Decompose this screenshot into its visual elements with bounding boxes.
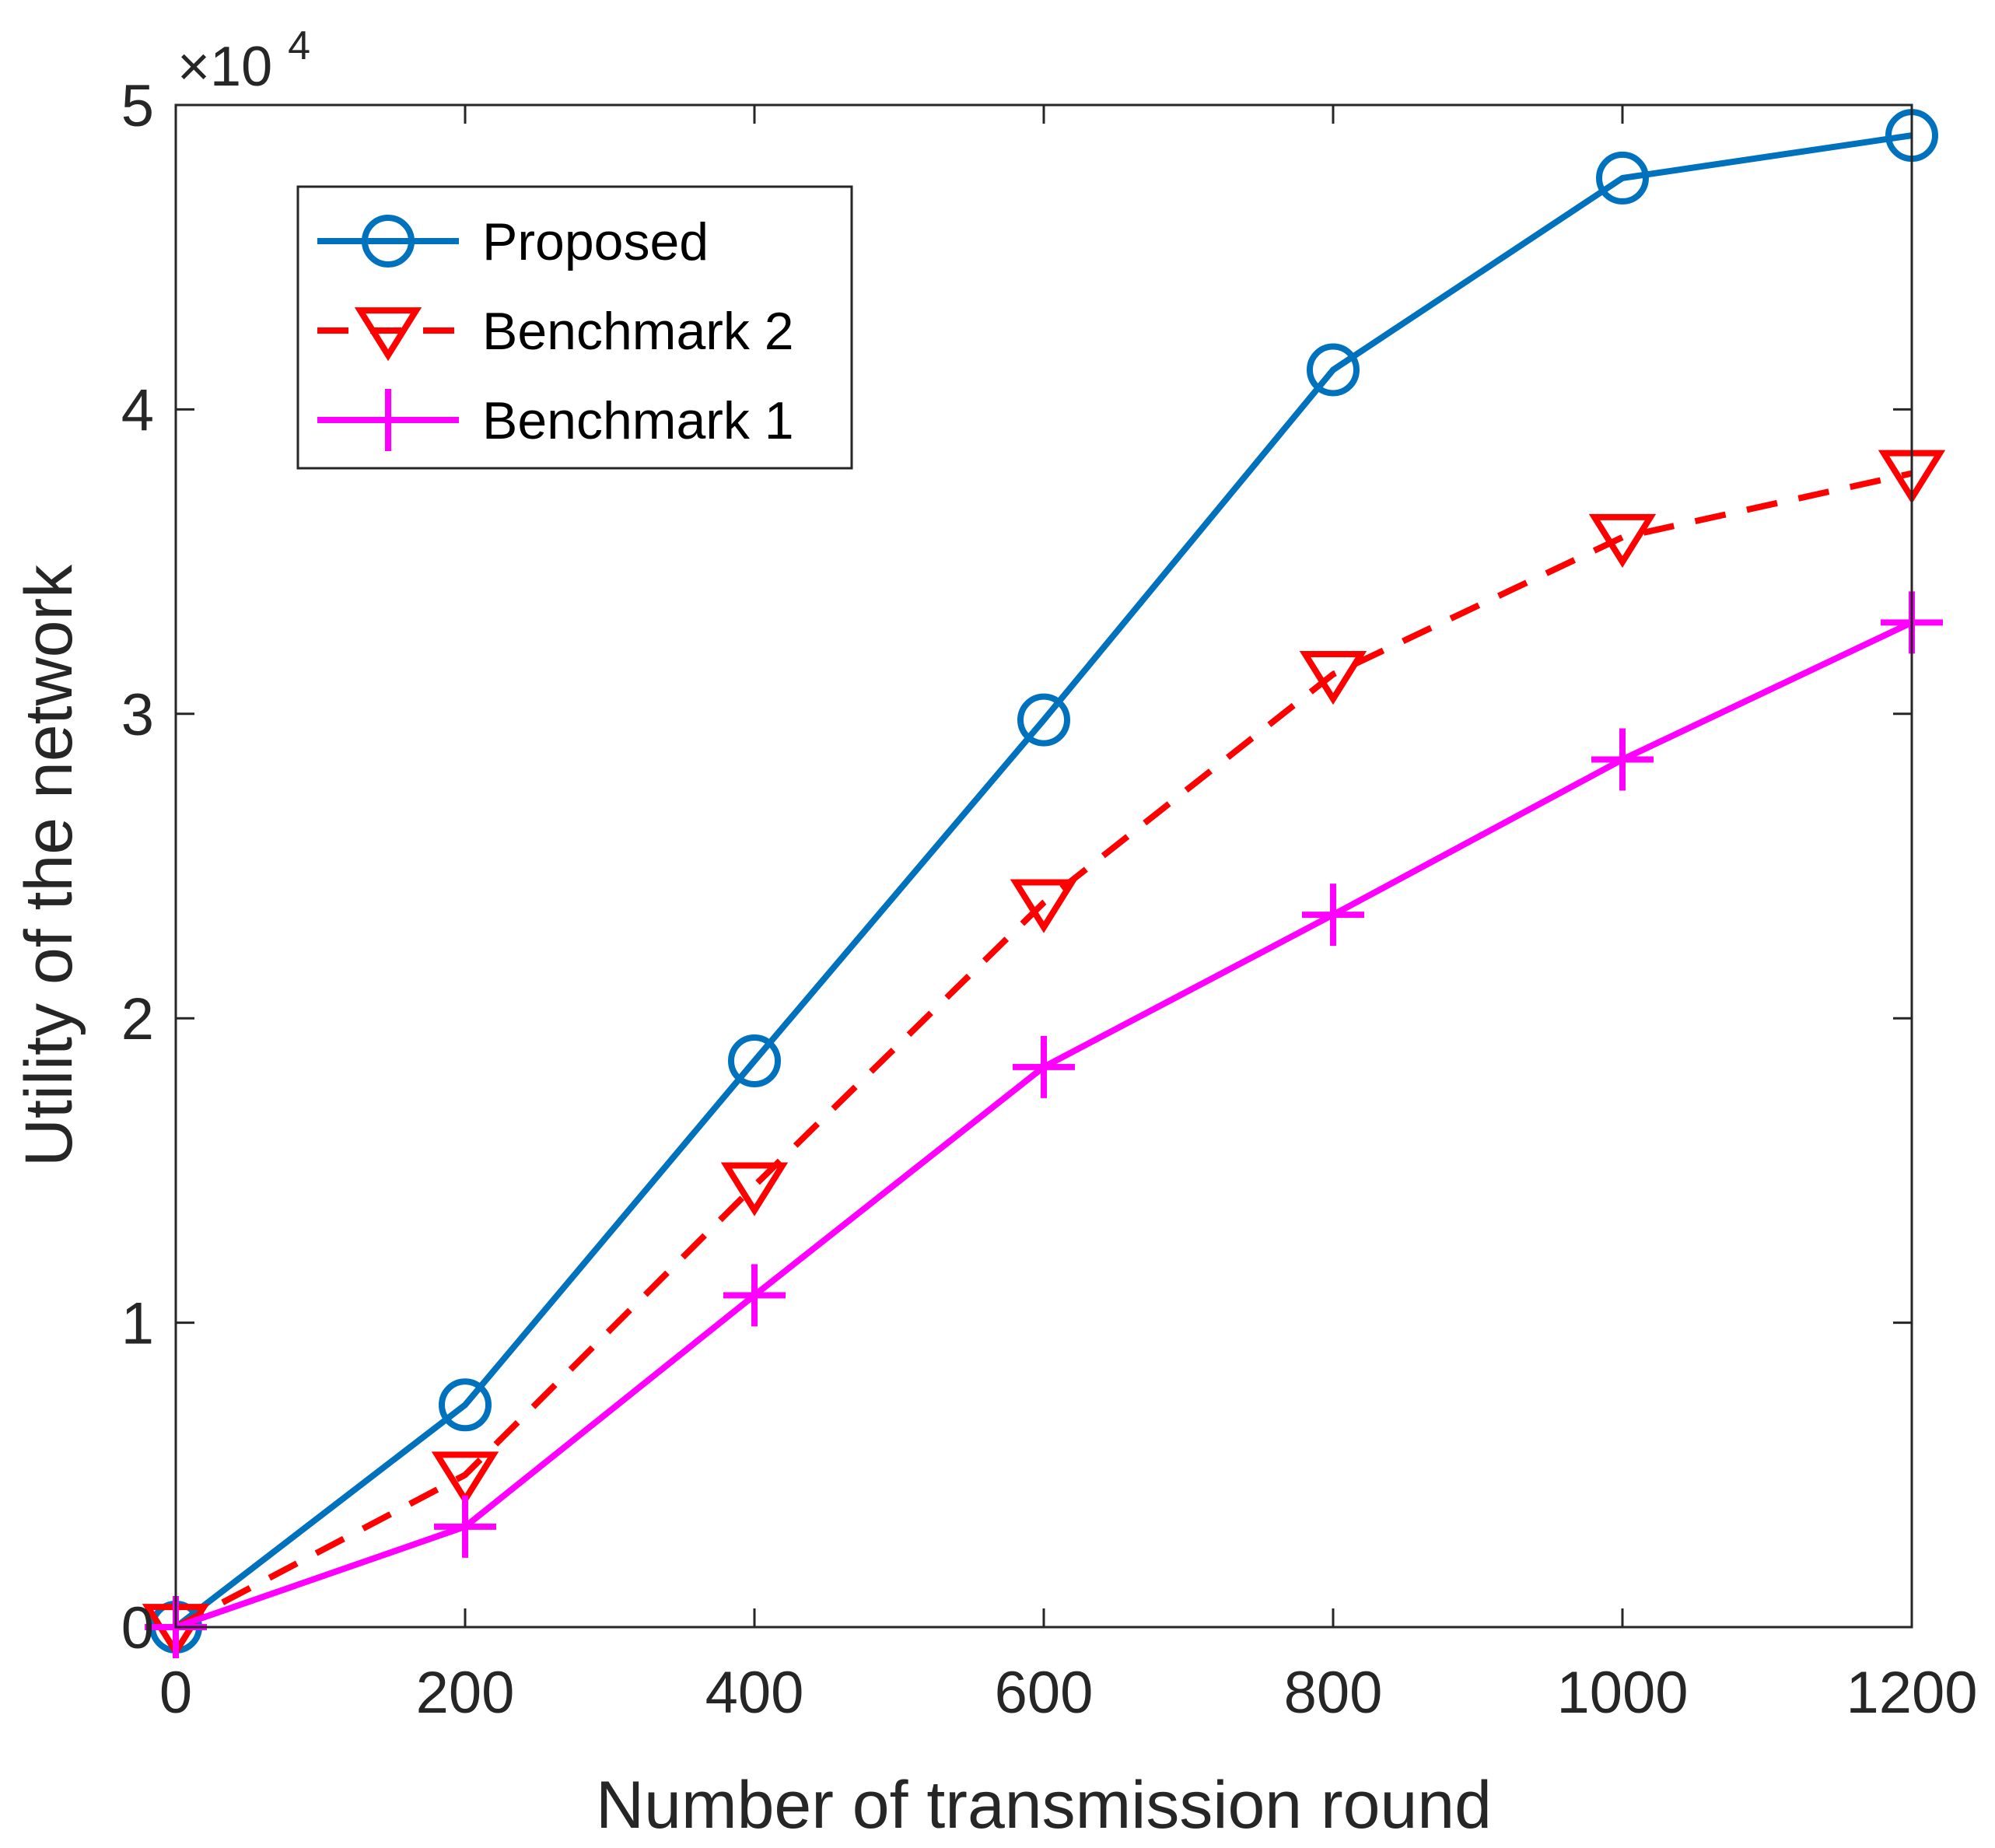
y-multiplier-prefix: ×10 [177, 36, 272, 98]
x-tick-label: 1200 [1846, 1660, 1977, 1726]
legend-marker-proposed [362, 215, 415, 268]
data-point-proposed [1307, 343, 1360, 397]
x-axis-ticks: 0 200 400 600 800 1000 1200 [159, 105, 1978, 1726]
legend-items: Proposed Benchmark 2 Benchmark 1 [317, 212, 794, 451]
data-point-benchmark-1 [1591, 728, 1654, 791]
x-axis-title: Number of transmission round [596, 1768, 1492, 1843]
y-multiplier-exponent: 4 [288, 23, 310, 68]
data-point-benchmark-2 [1299, 650, 1367, 705]
data-point-benchmark-2 [720, 1162, 789, 1216]
legend-label-benchmark-2: Benchmark 2 [482, 302, 794, 361]
y-tick-label: 0 [121, 1595, 154, 1661]
x-tick-label: 200 [416, 1660, 515, 1726]
data-point-proposed [1017, 693, 1070, 747]
series-line-proposed [173, 132, 1913, 1630]
y-axis-title: Utility of the network [12, 564, 86, 1167]
x-tick-label: 0 [159, 1660, 192, 1726]
legend-label-benchmark-1: Benchmark 1 [482, 391, 794, 450]
x-tick-label: 800 [1284, 1660, 1383, 1726]
data-point-benchmark-1 [1302, 884, 1364, 947]
data-point-proposed [728, 1034, 781, 1087]
data-point-benchmark-2 [1588, 513, 1657, 569]
legend-marker-benchmark-2 [354, 307, 422, 362]
legend: Proposed Benchmark 2 Benchmark 1 [296, 185, 853, 470]
x-tick-label: 1000 [1556, 1660, 1688, 1726]
x-tick-label: 400 [705, 1660, 804, 1726]
y-tick-label: 3 [121, 682, 154, 748]
data-point-benchmark-1 [723, 1264, 786, 1327]
legend-marker-benchmark-1 [357, 389, 419, 451]
data-point-benchmark-2 [431, 1451, 499, 1506]
y-tick-label: 2 [121, 986, 154, 1052]
y-tick-label: 5 [121, 73, 154, 139]
data-point-benchmark-1 [1013, 1035, 1075, 1098]
data-point-benchmark-2 [1010, 879, 1078, 933]
y-multiplier-label: ×10 4 [177, 23, 310, 98]
y-tick-label: 1 [121, 1291, 154, 1357]
y-axis-ticks: 0 1 2 3 4 5 [121, 73, 1912, 1661]
data-point-benchmark-1 [434, 1495, 496, 1558]
data-point-proposed [1596, 151, 1649, 205]
y-tick-label: 4 [121, 377, 154, 443]
data-point-proposed [439, 1378, 492, 1432]
legend-label-proposed: Proposed [482, 212, 709, 271]
x-tick-label: 600 [995, 1660, 1094, 1726]
series-line-benchmark-2 [174, 470, 1913, 1630]
